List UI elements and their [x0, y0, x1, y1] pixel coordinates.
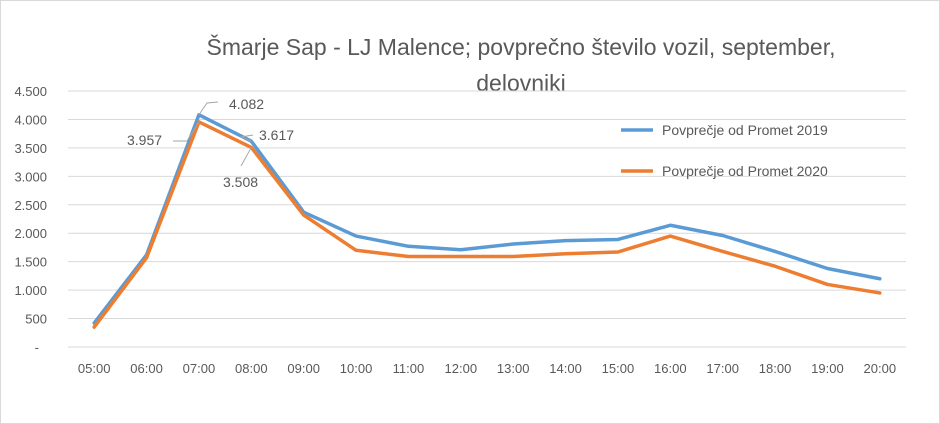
- y-tick-label: 4.000: [14, 112, 47, 127]
- data-label: 4.082: [229, 96, 264, 112]
- y-tick-label: 1.000: [14, 283, 47, 298]
- x-tick-label: 08:00: [235, 361, 268, 376]
- x-tick-label: 14:00: [549, 361, 582, 376]
- label-leader-line: [240, 147, 252, 167]
- y-tick-label: 4.500: [14, 84, 47, 99]
- y-tick-label: 3.500: [14, 141, 47, 156]
- x-tick-label: 10:00: [340, 361, 373, 376]
- legend-label: Povprečje od Promet 2020: [662, 163, 828, 179]
- label-leader-line: [198, 101, 219, 116]
- x-tick-label: 05:00: [78, 361, 111, 376]
- series-line-1: [92, 113, 882, 325]
- x-tick-label: 15:00: [602, 361, 635, 376]
- data-label: 3.617: [259, 127, 294, 143]
- y-tick-label: 500: [25, 312, 47, 327]
- x-tick-label: 13:00: [497, 361, 530, 376]
- chart-title-line: delovniki: [476, 70, 566, 96]
- data-label: 3.957: [127, 132, 162, 148]
- x-tick-label: 16:00: [654, 361, 687, 376]
- x-tick-label: 09:00: [287, 361, 320, 376]
- y-tick-label: 2.500: [14, 198, 47, 213]
- series-line-2: [92, 120, 882, 329]
- label-leader-line: [173, 121, 200, 142]
- x-tick-label: 20:00: [864, 361, 897, 376]
- chart-title-line: Šmarje Sap - LJ Malence; povprečno števi…: [206, 34, 836, 60]
- x-tick-label: 11:00: [393, 361, 425, 376]
- x-tick-label: 18:00: [759, 361, 792, 376]
- y-tick-label: -: [35, 340, 39, 355]
- data-label: 3.508: [223, 174, 258, 190]
- legend-label: Povprečje od Promet 2019: [662, 122, 828, 138]
- y-tick-label: 3.000: [14, 169, 47, 184]
- x-tick-label: 17:00: [706, 361, 739, 376]
- x-tick-label: 07:00: [183, 361, 216, 376]
- x-tick-label: 06:00: [130, 361, 163, 376]
- label-leader-line: [239, 134, 254, 142]
- y-tick-label: 2.000: [14, 226, 47, 241]
- chart-title: Šmarje Sap - LJ Malence; povprečno števi…: [171, 29, 871, 101]
- x-tick-label: 12:00: [445, 361, 478, 376]
- x-tick-label: 19:00: [811, 361, 844, 376]
- y-tick-label: 1.500: [14, 255, 47, 270]
